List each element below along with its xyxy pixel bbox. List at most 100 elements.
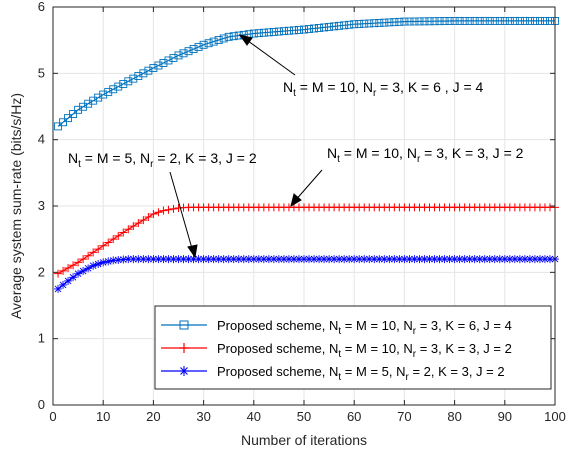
data-point-square (315, 24, 324, 32)
annotation-3users-10ant-pre: N (327, 145, 337, 161)
legend-label-2-sub2: r (413, 349, 417, 360)
data-point-star (505, 255, 514, 264)
data-point-star (350, 255, 359, 264)
data-point-star (204, 255, 213, 264)
data-point-star (74, 269, 83, 278)
data-point-star (535, 255, 544, 264)
data-point-star (470, 255, 479, 264)
data-point-star (420, 255, 429, 264)
arrow-3users-5ant-head (187, 244, 198, 259)
data-point-star (450, 255, 459, 264)
data-point-star (495, 255, 504, 264)
data-point-star (390, 255, 399, 264)
legend-label-2-post: = 3, K = 3, J = 2 (416, 341, 512, 356)
data-point-plus (144, 213, 153, 222)
data-point-star (294, 255, 303, 264)
annotation-6users: Nt = M = 10, Nr = 3, K = 6 , J = 4 (283, 79, 484, 99)
data-point-star (149, 255, 158, 264)
data-point-square (279, 27, 288, 36)
data-point-star (189, 255, 198, 264)
x-tick-label: 40 (247, 409, 261, 424)
data-point-square (305, 25, 313, 33)
data-point-square (119, 79, 128, 88)
data-point-star (54, 284, 63, 293)
data-point-star (375, 255, 384, 264)
data-point-square (370, 19, 379, 28)
data-point-square (184, 47, 193, 56)
data-point-square (455, 16, 464, 25)
data-point-star (244, 255, 253, 264)
annotation-3users-5ant-post: = 2, K = 3, J = 2 (154, 150, 257, 166)
data-point-star (234, 255, 243, 264)
data-point-square (385, 18, 394, 27)
data-point-square (470, 16, 479, 25)
data-point-star (410, 255, 419, 264)
data-point-star (94, 260, 103, 269)
data-point-star (540, 255, 549, 264)
arrow-6users-line (243, 37, 296, 76)
data-point-star (89, 261, 98, 270)
data-point-plus (169, 204, 178, 213)
data-point-square (159, 59, 168, 67)
data-point-star (345, 255, 354, 264)
data-point-star (64, 276, 73, 285)
legend-label-1-sub1: t (338, 326, 341, 337)
data-point-star (254, 255, 263, 264)
data-point-star (300, 255, 308, 264)
y-tick-label: 5 (38, 65, 45, 80)
data-point-plus (69, 261, 78, 270)
x-tick-label: 70 (397, 409, 411, 424)
data-point-star (465, 255, 474, 264)
data-point-square (224, 32, 233, 41)
annotation-3users-10ant-sub2: r (417, 154, 421, 165)
data-point-star (169, 255, 178, 264)
data-point-square (199, 40, 208, 49)
legend-label-1-sub2: r (413, 326, 417, 337)
data-point-star (325, 255, 334, 264)
data-point-square (485, 16, 494, 25)
data-point-star (194, 255, 203, 264)
data-point-square (435, 17, 444, 26)
data-point-plus (154, 208, 163, 217)
data-point-square (254, 29, 263, 38)
data-point-star (395, 255, 404, 264)
data-point-square (430, 17, 439, 26)
data-point-star (249, 255, 258, 264)
data-point-square (284, 26, 293, 35)
annotation-3users-5ant-sub1: t (78, 159, 81, 170)
data-point-square (415, 17, 424, 26)
data-point-star (84, 264, 93, 273)
data-point-square (520, 16, 529, 25)
annotation-6users-pre: N (283, 79, 293, 95)
y-tick-label: 1 (38, 331, 45, 346)
data-point-plus (124, 225, 133, 234)
data-point-square (144, 66, 153, 75)
annotation-arrows (169, 34, 323, 259)
data-point-square (269, 27, 278, 36)
data-point-square (114, 82, 123, 91)
data-point-star (380, 255, 389, 264)
data-point-square (460, 16, 469, 25)
data-point-star (500, 255, 509, 264)
data-point-square (219, 34, 228, 43)
data-point-star (360, 255, 369, 264)
arrow-6users-head (238, 34, 253, 46)
data-point-star (124, 255, 133, 264)
data-point-square (149, 64, 158, 72)
data-point-star (269, 255, 278, 264)
data-point-square (54, 122, 62, 131)
data-point-star (315, 255, 324, 264)
data-point-square (405, 17, 414, 26)
data-point-star (139, 255, 148, 264)
legend-label-3-sub2: r (406, 372, 410, 383)
data-point-square (445, 17, 454, 25)
data-point-square (204, 39, 213, 48)
data-point-plus (119, 228, 128, 237)
data-point-star (119, 255, 128, 264)
data-point-star (455, 255, 464, 264)
data-point-square (425, 17, 434, 26)
data-point-square (390, 18, 399, 27)
data-point-plus (94, 245, 103, 254)
data-point-star (239, 255, 248, 264)
data-point-star (310, 255, 319, 264)
